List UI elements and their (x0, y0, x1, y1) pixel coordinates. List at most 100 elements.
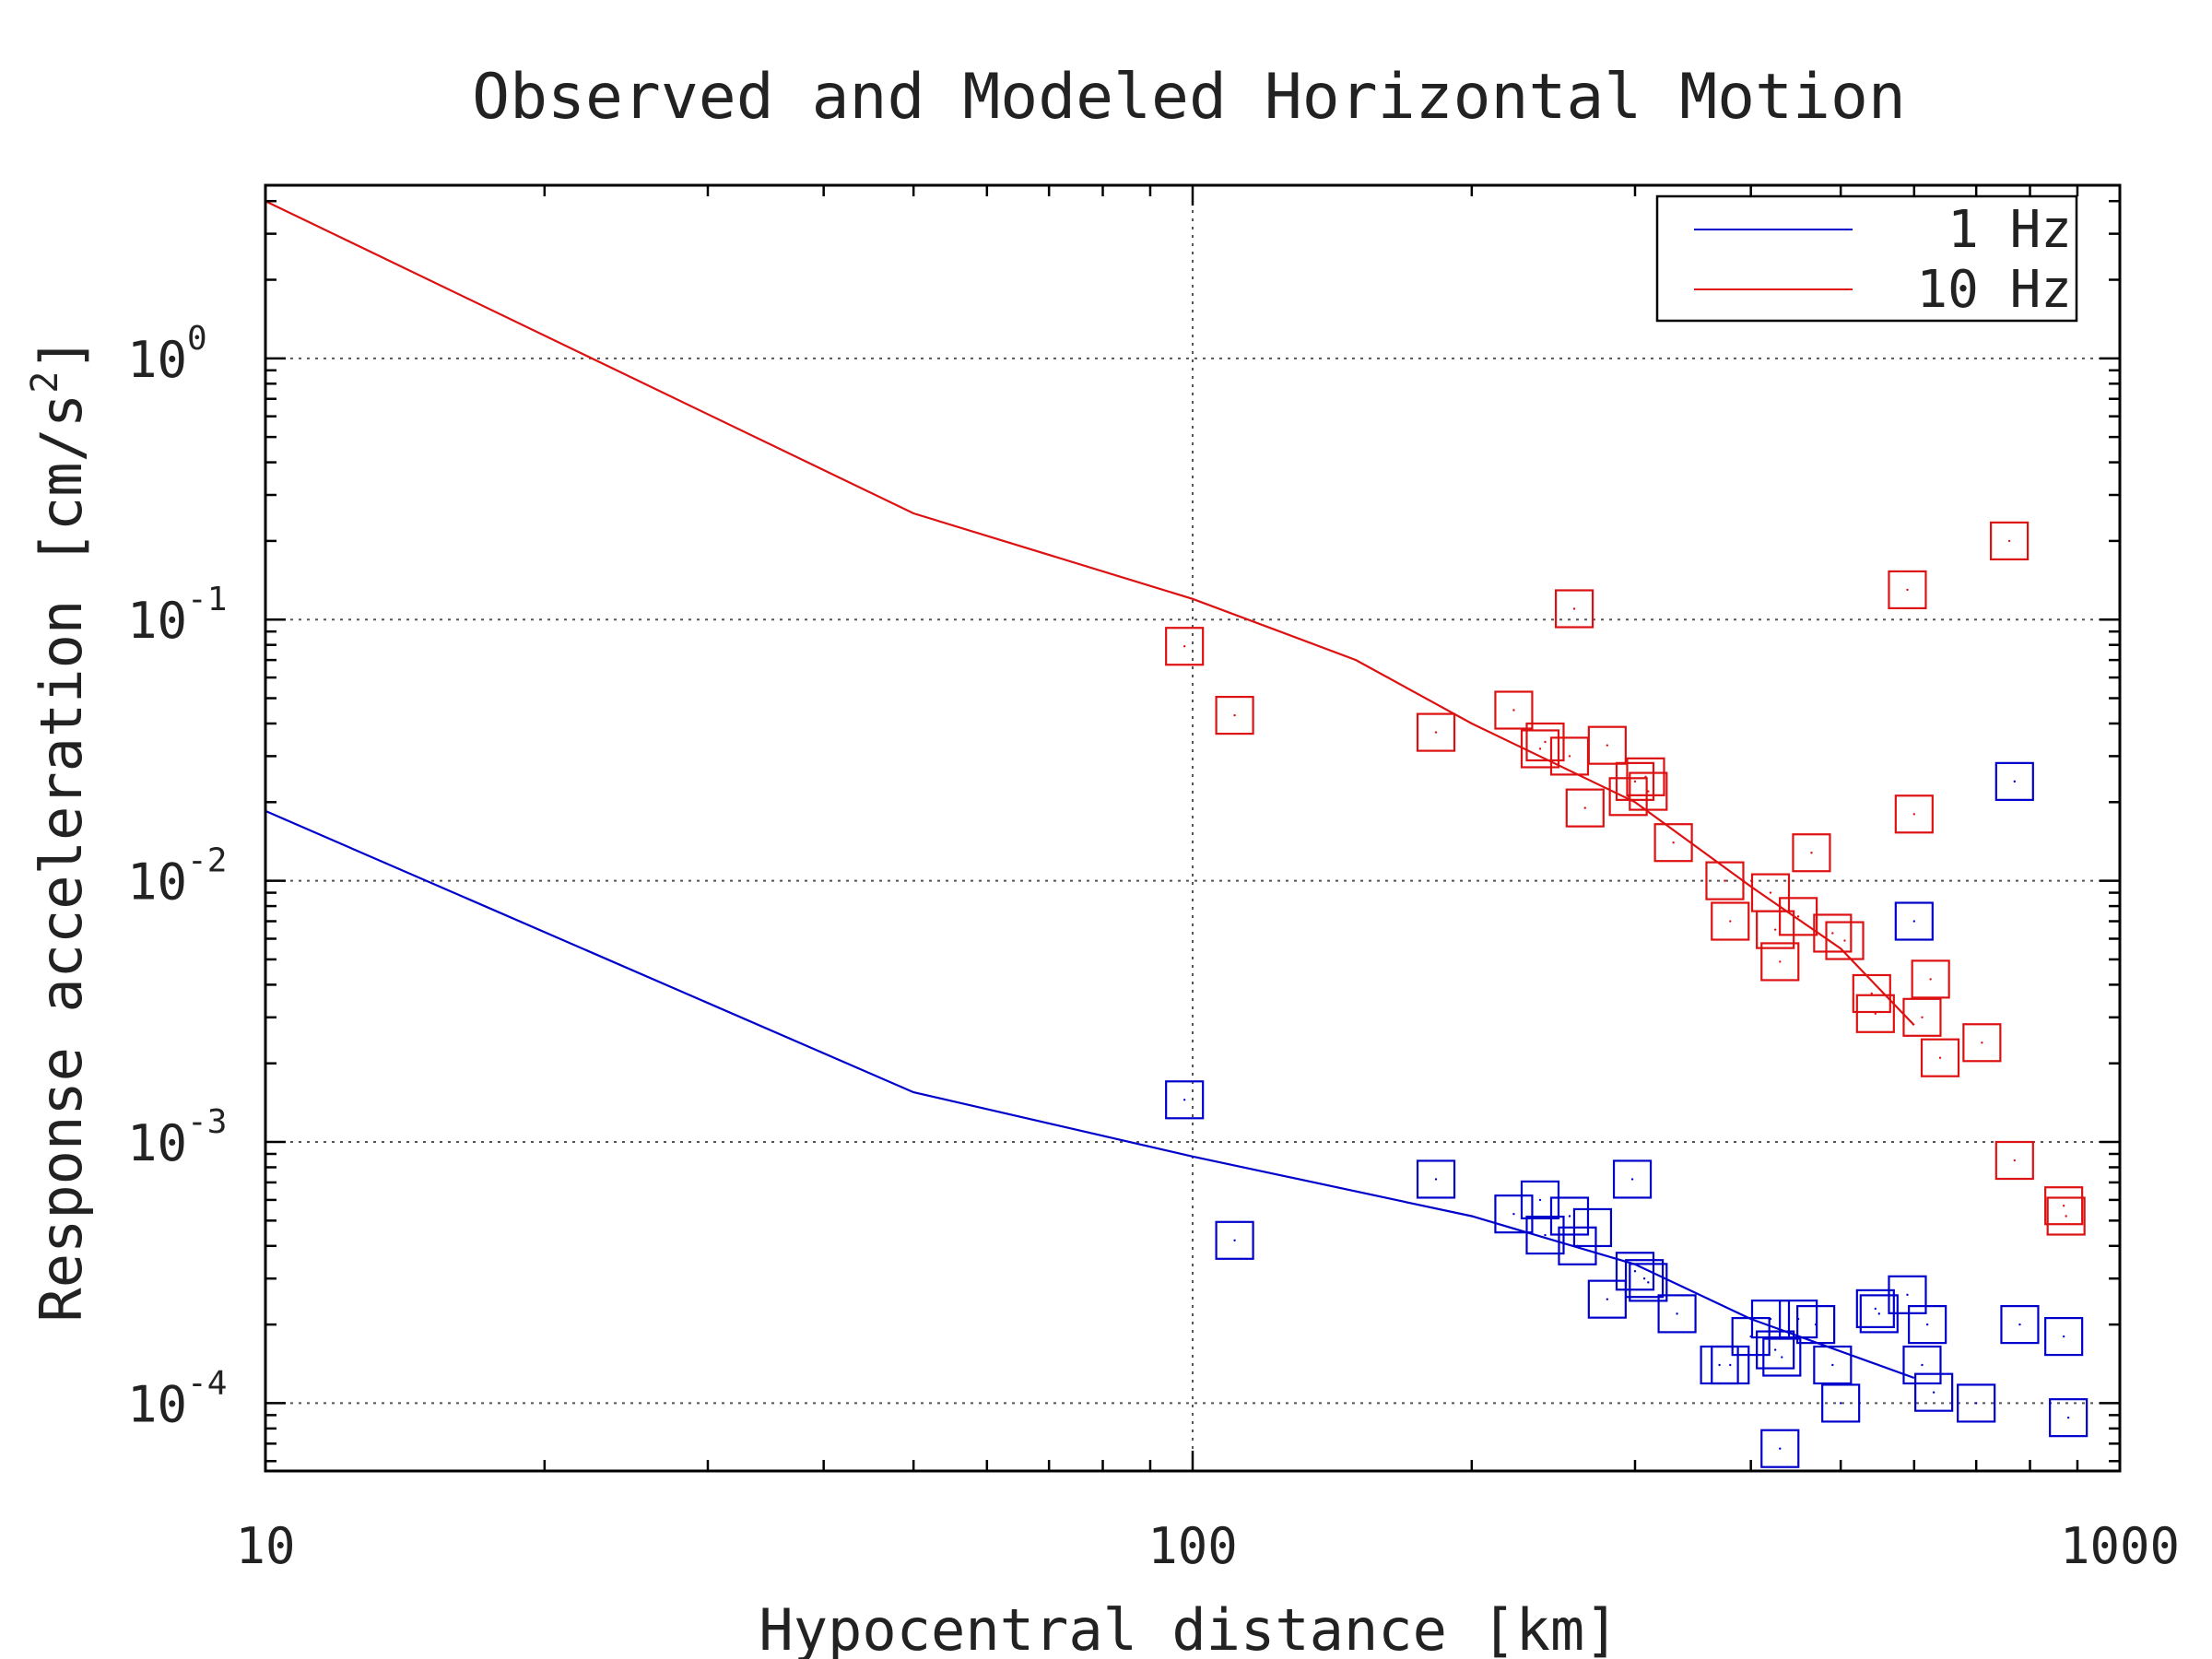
observed-point-center-1hz (1877, 1312, 1881, 1315)
observed-point-1hz (1165, 1080, 1205, 1120)
x-tick-label: 100 (1147, 1517, 1238, 1575)
series-10hz (265, 200, 2086, 1236)
observed-point-1hz (1215, 1220, 1254, 1260)
observed-point-1hz (1762, 1337, 1802, 1377)
legend: 1 Hz 10 Hz (1655, 194, 2078, 323)
y-tick-exponent: -3 (187, 1103, 227, 1141)
chart-title: Observed and Modeled Horizontal Motion (472, 61, 1906, 134)
observed-point-10hz (1756, 910, 1795, 949)
observed-point-center-10hz (1906, 588, 1909, 592)
observed-point-10hz (1587, 725, 1627, 765)
observed-point-center-1hz (1874, 1307, 1877, 1311)
legend-box (1655, 194, 2078, 323)
y-tick-exponent: -2 (187, 842, 227, 880)
observed-point-center-10hz (1938, 1056, 1942, 1059)
observed-point-1hz (1624, 1259, 1665, 1299)
observed-point-center-1hz (1729, 1363, 1732, 1367)
observed-point-center-10hz (1921, 1016, 1924, 1019)
observed-point-10hz (1962, 1023, 2002, 1063)
observed-point-1hz (1549, 1196, 1590, 1236)
observed-point-1hz (1957, 1383, 1996, 1423)
axis-ticks (264, 185, 2122, 1471)
observed-point-center-1hz (1932, 1391, 1936, 1394)
observed-point-center-1hz (1606, 1298, 1609, 1300)
observed-point-center-1hz (1974, 1402, 1978, 1405)
observed-point-center-10hz (1773, 928, 1777, 931)
observed-point-10hz (2044, 1186, 2084, 1226)
grid-lines (265, 185, 2120, 1471)
observed-point-10hz (1615, 761, 1655, 801)
observed-point-center-10hz (1647, 790, 1650, 793)
model-line-10hz (265, 200, 1915, 1027)
observed-point-10hz (1888, 570, 1927, 610)
y-tick-label: 10-2 (127, 842, 227, 912)
observed-point-center-1hz (2066, 1416, 2070, 1419)
observed-point-center-10hz (1512, 709, 1515, 712)
observed-point-10hz (1779, 897, 1818, 936)
observed-point-center-1hz (1769, 1317, 1772, 1321)
observed-point-1hz (1813, 1345, 1853, 1385)
observed-point-1hz (1494, 1194, 1534, 1234)
observed-point-1hz (1894, 901, 1934, 941)
observed-point-center-1hz (1633, 1270, 1637, 1273)
observed-point-center-1hz (1779, 1447, 1782, 1450)
observed-point-1hz (1994, 761, 2034, 801)
x-tick-label: 1000 (2060, 1517, 2180, 1575)
observed-point-center-1hz (1906, 1293, 1909, 1297)
y-tick-label: 10-4 (127, 1364, 227, 1433)
observed-point-center-1hz (1568, 1215, 1571, 1218)
observed-point-center-10hz (2062, 1205, 2065, 1207)
observed-point-1hz (1657, 1294, 1697, 1334)
observed-point-10hz (1554, 589, 1594, 629)
observed-point-center-10hz (1633, 780, 1637, 783)
observed-point-10hz (1813, 913, 1853, 953)
observed-point-1hz (1914, 1372, 1954, 1412)
observed-point-center-10hz (1672, 841, 1675, 844)
observed-point-10hz (1792, 833, 1831, 873)
observed-point-1hz (1572, 1207, 1613, 1248)
observed-point-center-1hz (2018, 1323, 2021, 1326)
observed-point-10hz (1994, 1140, 2034, 1181)
x-tick-label: 10 (235, 1517, 295, 1575)
observed-point-center-1hz (1912, 920, 1916, 923)
observed-point-center-1hz (1676, 1312, 1678, 1315)
y-tick-exponent: 0 (187, 320, 207, 358)
observed-point-center-10hz (1724, 879, 1726, 882)
observed-point-center-1hz (1814, 1323, 1818, 1326)
observed-point-center-10hz (1981, 1041, 1983, 1044)
y-tick-label: 10-3 (127, 1103, 227, 1172)
observed-point-1hz (1629, 1263, 1668, 1302)
observed-point-10hz (2046, 1196, 2086, 1236)
observed-point-10hz (1215, 695, 1254, 735)
y-tick-label: 10-1 (127, 581, 227, 650)
observed-point-10hz (1760, 942, 1800, 982)
observed-point-10hz (1608, 777, 1648, 817)
y-axis-label-end: ] (28, 336, 95, 371)
observed-point-center-10hz (1583, 806, 1586, 809)
observed-point-1hz (1796, 1305, 1836, 1345)
observed-point-center-10hz (1769, 891, 1772, 894)
observed-point-1hz (1908, 1305, 1947, 1345)
observed-point-center-10hz (1729, 920, 1732, 923)
observed-point-center-10hz (1434, 731, 1438, 734)
legend-label-1hz: 1 Hz (1947, 200, 2072, 260)
x-axis-label: Hypocentral distance [km] (759, 1596, 1618, 1659)
observed-point-10hz (1855, 994, 1895, 1033)
observed-point-center-10hz (1544, 740, 1547, 744)
observed-point-10hz (1911, 959, 1950, 999)
observed-point-10hz (1705, 861, 1745, 900)
observed-point-center-10hz (1233, 713, 1236, 717)
observed-point-center-10hz (1568, 755, 1571, 758)
observed-point-1hz (1821, 1383, 1861, 1423)
observed-point-10hz (1520, 729, 1560, 769)
observed-point-10hz (1711, 901, 1750, 941)
y-tick-base: 10 (127, 1375, 187, 1433)
observed-point-10hz (1525, 722, 1565, 762)
observed-point-center-10hz (1644, 775, 1647, 779)
observed-point-center-10hz (1870, 992, 1873, 995)
series-layer (265, 200, 2088, 1468)
observed-point-10hz (1165, 627, 1205, 666)
observed-point-1hz (1902, 1345, 1942, 1385)
